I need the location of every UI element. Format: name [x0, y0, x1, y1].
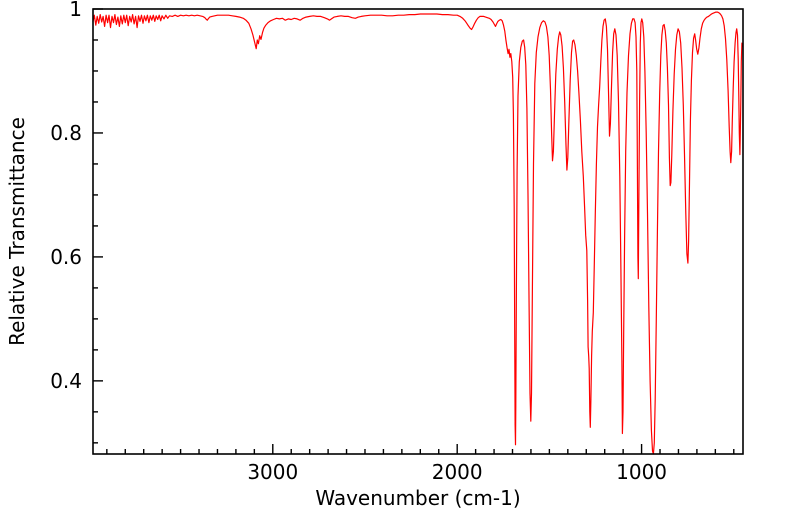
y-tick-label: 0.8 — [50, 121, 82, 145]
plot-area — [93, 9, 743, 454]
axis-ticks — [93, 8, 735, 454]
x-tick-label: 1000 — [616, 460, 667, 484]
axis-tick-labels: 3000 2000 1000 1 0.8 0.6 0.4 — [50, 0, 667, 484]
y-tick-label: 1 — [69, 0, 82, 21]
plot-frame — [92, 8, 744, 455]
spectrum-line — [92, 11, 743, 455]
y-tick-label: 0.6 — [50, 245, 82, 269]
x-tick-label: 3000 — [247, 460, 298, 484]
y-axis-label: Relative Transmittance — [5, 117, 29, 346]
y-tick-label: 0.4 — [50, 369, 82, 393]
x-tick-label: 2000 — [432, 460, 483, 484]
x-axis-label: Wavenumber (cm-1) — [315, 486, 520, 510]
